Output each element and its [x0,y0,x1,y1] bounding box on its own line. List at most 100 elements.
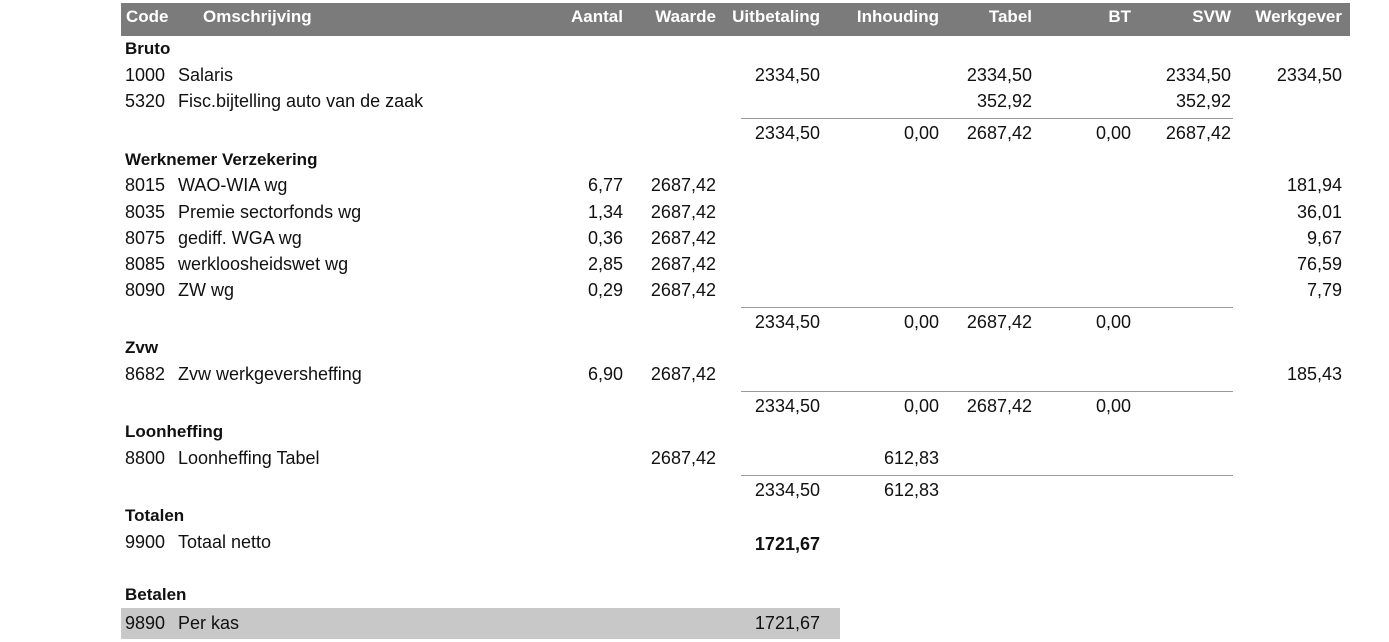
table-row: 8800 Loonheffing Tabel 2687,42 612,83 [0,445,1389,471]
subtotal-svw: 2687,42 [1165,123,1231,143]
row-tabel: 352,92 [976,91,1032,111]
subtotal-uitbetaling: 2334,50 [754,396,820,416]
section-title: Bruto [125,39,171,58]
row-code: 9890 [125,613,166,633]
col-header-bt: BT [1108,7,1131,26]
col-header-werkgever: Werkgever [1255,7,1342,26]
section-title: Werknemer Verzekering [125,150,318,169]
row-code: 1000 [125,65,166,85]
col-header-uitbetaling: Uitbetaling [732,7,820,26]
row-aantal: 0,29 [587,280,623,300]
col-header-svw: SVW [1192,7,1231,26]
subtotal-row: 2334,50 0,00 2687,42 0,00 [0,393,1389,419]
row-werkgever: 9,67 [1306,228,1342,248]
table-row: 8015 WAO-WIA wg 6,77 2687,42 181,94 [0,172,1389,198]
row-aantal: 6,90 [587,364,623,384]
col-header-omschrijving: Omschrijving [203,7,312,26]
subtotal-uitbetaling: 2334,50 [754,480,820,500]
table-row: 5320 Fisc.bijtelling auto van de zaak 35… [0,88,1389,114]
row-svw: 2334,50 [1165,65,1231,85]
col-header-tabel: Tabel [988,7,1032,26]
subtotal-divider [741,475,1233,476]
row-code: 8075 [125,228,166,248]
subtotal-inhouding: 612,83 [883,480,939,500]
row-description: gediff. WGA wg [178,228,302,248]
row-svw: 352,92 [1175,91,1231,111]
row-code: 5320 [125,91,166,111]
row-description: Loonheffing Tabel [178,448,320,468]
row-description: Zvw werkgeversheffing [178,364,362,384]
row-code: 8800 [125,448,166,468]
table-row: 8035 Premie sectorfonds wg 1,34 2687,42 … [0,199,1389,225]
col-header-waarde: Waarde [655,7,716,26]
row-werkgever: 76,59 [1296,254,1342,274]
subtotal-tabel: 2687,42 [966,312,1032,332]
row-description: ZW wg [178,280,234,300]
row-waarde: 2687,42 [650,448,716,468]
subtotal-row: 2334,50 612,83 [0,477,1389,503]
section-title: Betalen [125,585,187,604]
row-aantal: 2,85 [587,254,623,274]
subtotal-uitbetaling: 2334,50 [754,312,820,332]
subtotal-inhouding: 0,00 [903,123,939,143]
section-werknemer-verzekering: Werknemer Verzekering [0,147,1389,173]
col-header-aantal: Aantal [571,7,623,26]
section-title: Totalen [125,506,185,525]
row-waarde: 2687,42 [650,364,716,384]
subtotal-tabel: 2687,42 [966,396,1032,416]
section-loonheffing: Loonheffing [0,419,1389,445]
col-header-inhouding: Inhouding [856,7,939,26]
row-waarde: 2687,42 [650,254,716,274]
payment-row-highlight [121,608,840,639]
row-tabel: 2334,50 [966,65,1032,85]
section-betalen: Betalen [0,582,1389,608]
subtotal-row: 2334,50 0,00 2687,42 0,00 [0,309,1389,335]
subtotal-divider [741,391,1233,392]
row-uitbetaling: 1721,67 [754,613,820,633]
subtotal-tabel: 2687,42 [966,123,1032,143]
row-code: 8085 [125,254,166,274]
section-zvw: Zvw [0,335,1389,361]
row-aantal: 1,34 [587,202,623,222]
row-waarde: 2687,42 [650,202,716,222]
row-code: 8035 [125,202,166,222]
row-uitbetaling: 2334,50 [754,65,820,85]
subtotal-inhouding: 0,00 [903,312,939,332]
row-aantal: 6,77 [587,175,623,195]
row-werkgever: 2334,50 [1276,65,1342,85]
section-totalen: Totalen [0,503,1389,529]
row-code: 8682 [125,364,166,384]
table-row: 9900 Totaal netto 1721,67 [0,529,1389,555]
table-row: 8085 werkloosheidswet wg 2,85 2687,42 76… [0,251,1389,277]
table-row: 8075 gediff. WGA wg 0,36 2687,42 9,67 [0,225,1389,251]
row-werkgever: 181,94 [1286,175,1342,195]
subtotal-row: 2334,50 0,00 2687,42 0,00 2687,42 [0,120,1389,146]
row-code: 8090 [125,280,166,300]
net-total-value: 1721,67 [754,534,820,554]
col-header-code: Code [126,7,169,26]
row-aantal: 0,36 [587,228,623,248]
row-description: Salaris [178,65,234,85]
subtotal-divider [741,307,1233,308]
subtotal-bt: 0,00 [1095,396,1131,416]
row-werkgever: 185,43 [1286,364,1342,384]
table-row: 8090 ZW wg 0,29 2687,42 7,79 [0,277,1389,303]
row-waarde: 2687,42 [650,175,716,195]
subtotal-uitbetaling: 2334,50 [754,123,820,143]
table-row: 8682 Zvw werkgeversheffing 6,90 2687,42 … [0,361,1389,387]
section-bruto: Bruto [0,36,1389,62]
row-description: Totaal netto [178,532,272,552]
row-description: werkloosheidswet wg [178,254,349,274]
subtotal-bt: 0,00 [1095,312,1131,332]
row-werkgever: 7,79 [1306,280,1342,300]
section-title: Zvw [125,338,159,357]
subtotal-inhouding: 0,00 [903,396,939,416]
subtotal-divider [741,118,1233,119]
section-title: Loonheffing [125,422,224,441]
row-werkgever: 36,01 [1296,202,1342,222]
row-code: 9900 [125,532,166,552]
row-description: Premie sectorfonds wg [178,202,362,222]
subtotal-bt: 0,00 [1095,123,1131,143]
row-code: 8015 [125,175,166,195]
row-description: Per kas [178,613,240,633]
